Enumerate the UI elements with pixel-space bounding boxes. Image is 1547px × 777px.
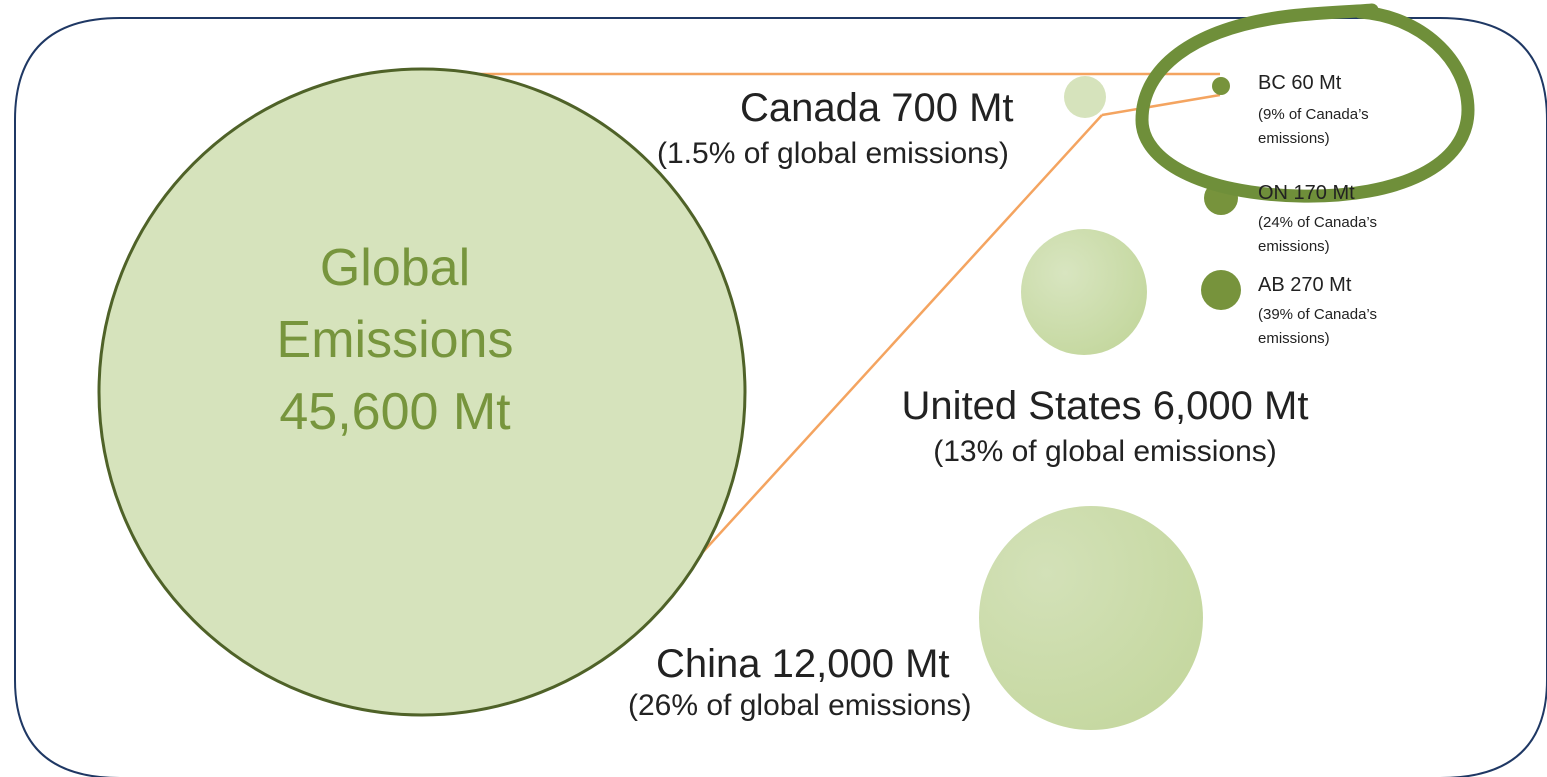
global-line-1: Global <box>319 239 471 297</box>
global-line-3: 45,600 Mt <box>279 383 511 441</box>
bc-subtitle-2: emissions) <box>1258 130 1330 147</box>
global-emissions-circle <box>97 67 747 717</box>
ab-subtitle-1: (39% of Canada’s <box>1258 306 1377 323</box>
china-circle <box>979 506 1203 730</box>
slide-frame <box>14 17 1547 777</box>
connector-line-bc <box>1101 93 1221 117</box>
bc-dot <box>1212 77 1230 95</box>
bc-subtitle-1: (9% of Canada’s <box>1258 106 1369 123</box>
on-subtitle-1: (24% of Canada’s <box>1258 214 1377 231</box>
china-title: China 12,000 Mt <box>656 642 950 686</box>
canada-title: Canada 700 Mt <box>740 86 1014 130</box>
on-subtitle-2: emissions) <box>1258 238 1330 255</box>
global-line-2: Emissions <box>276 311 514 369</box>
united-states-circle <box>1021 229 1147 355</box>
bc-highlight-circle <box>1135 3 1475 203</box>
ab-dot <box>1201 270 1241 310</box>
united-states-subtitle: (13% of global emissions) <box>933 435 1277 468</box>
global-emissions-label: Global Emissions 45,600 Mt <box>230 232 560 448</box>
china-subtitle: (26% of global emissions) <box>628 689 972 722</box>
connector-line-canada <box>649 114 1103 611</box>
ab-subtitle-2: emissions) <box>1258 330 1330 347</box>
canada-circle <box>1064 76 1106 118</box>
ab-title: AB 270 Mt <box>1258 274 1352 296</box>
united-states-title: United States 6,000 Mt <box>901 384 1309 428</box>
bc-title: BC 60 Mt <box>1258 72 1342 94</box>
on-title: ON 170 Mt <box>1258 182 1355 204</box>
canada-subtitle: (1.5% of global emissions) <box>657 137 1009 170</box>
